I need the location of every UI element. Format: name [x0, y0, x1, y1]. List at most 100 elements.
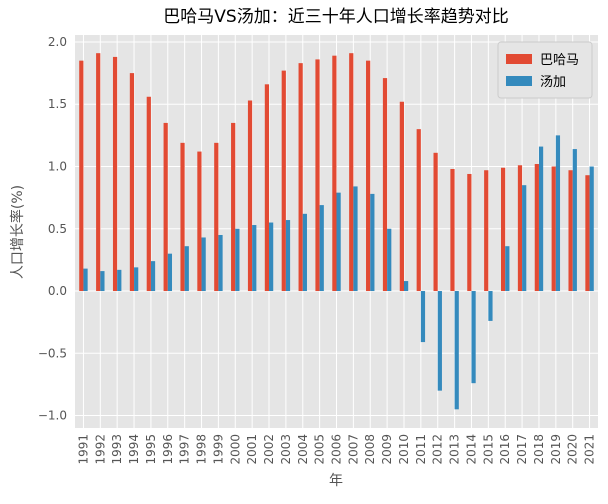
x-tick-label: 2004: [296, 434, 310, 465]
x-tick-label: 1995: [144, 434, 158, 465]
bar: [433, 152, 438, 292]
x-tick-label: 1996: [161, 434, 175, 465]
bar: [167, 253, 173, 292]
x-tick-label: 2014: [464, 434, 478, 465]
chart-title: 巴哈马VS汤加：近三十年人口增长率趋势对比: [163, 7, 508, 27]
bar: [163, 122, 168, 292]
bar: [522, 185, 527, 292]
bar: [450, 168, 455, 292]
bar: [184, 246, 189, 292]
y-tick-label: 0.5: [48, 222, 67, 236]
bar: [551, 166, 556, 292]
bar: [555, 135, 561, 292]
x-axis-label: 年: [329, 473, 343, 489]
bar: [285, 220, 291, 292]
bar: [79, 60, 84, 292]
bar: [100, 271, 105, 292]
bar: [403, 281, 409, 292]
x-tick-label: 1997: [178, 434, 192, 465]
bar: [264, 84, 270, 292]
bar: [180, 142, 185, 292]
bar: [454, 291, 459, 410]
x-tick-label: 2006: [330, 434, 344, 465]
x-tick-label: 1991: [76, 434, 90, 465]
bar: [146, 96, 151, 292]
legend-label: 汤加: [540, 75, 566, 90]
bar: [534, 164, 539, 292]
x-tick-label: 2017: [515, 434, 529, 465]
bar: [467, 173, 472, 292]
y-axis-label: 人口增长率(%): [9, 185, 26, 279]
y-tick-label: −0.5: [38, 346, 67, 360]
x-tick-label: 2007: [346, 434, 360, 465]
x-tick-label: 2005: [313, 434, 327, 465]
x-tick-label: 2018: [532, 434, 546, 465]
bar: [382, 78, 388, 292]
bar: [117, 269, 122, 292]
y-tick-label: 0.0: [48, 284, 67, 298]
x-tick-label: 2002: [262, 434, 276, 465]
x-tick-label: 2011: [414, 434, 428, 465]
y-tick-label: −1.0: [38, 409, 67, 423]
bar: [134, 267, 139, 292]
x-tick-label: 2013: [448, 434, 462, 465]
x-tick-label: 2020: [566, 434, 580, 465]
bar: [214, 142, 219, 292]
bar: [83, 268, 88, 292]
bar: [298, 63, 303, 292]
bar: [420, 291, 426, 343]
x-tick-label: 2008: [363, 434, 377, 465]
bar: [370, 193, 375, 292]
x-tick-label: 2021: [583, 434, 597, 465]
bar: [538, 146, 544, 292]
bar: [585, 175, 590, 292]
bar: [231, 122, 236, 292]
x-tick-label: 2001: [245, 434, 259, 465]
bar: [129, 73, 135, 292]
bar: [517, 165, 523, 292]
bar: [500, 167, 506, 292]
bar: [366, 60, 371, 292]
bar: [505, 246, 510, 292]
bar: [416, 129, 421, 292]
bar: [336, 192, 341, 292]
x-tick-label: 1999: [211, 434, 225, 465]
bar: [349, 53, 354, 292]
bar: [252, 225, 257, 292]
legend-swatch: [506, 76, 532, 86]
x-tick-label: 1992: [93, 434, 107, 465]
bar: [488, 291, 493, 321]
bar: [247, 100, 253, 292]
x-tick-label: 2012: [431, 434, 445, 465]
bar: [484, 170, 489, 292]
x-tick-label: 1994: [127, 434, 141, 465]
bar: [197, 151, 202, 292]
x-tick-label: 2009: [380, 434, 394, 465]
bar: [235, 228, 240, 292]
y-tick-label: 1.5: [48, 97, 67, 111]
bar: [96, 53, 101, 292]
x-tick-label: 2010: [397, 434, 411, 465]
x-tick-label: 2019: [549, 434, 563, 465]
x-tick-label: 2000: [228, 434, 242, 465]
bar: [302, 213, 307, 292]
x-tick-label: 1993: [110, 434, 124, 465]
bar: [589, 166, 594, 292]
bar: [201, 237, 206, 292]
bar: [332, 55, 337, 292]
bar: [568, 170, 573, 292]
bar: [319, 205, 324, 292]
x-tick-label: 2015: [481, 434, 495, 465]
bar: [353, 186, 358, 292]
bar: [437, 291, 442, 391]
x-tick-label: 1998: [195, 434, 209, 465]
x-tick-label: 2003: [279, 434, 293, 465]
bar: [218, 234, 223, 292]
bar: [572, 149, 577, 292]
bar: [150, 261, 156, 292]
bar: [315, 59, 320, 292]
bar: [269, 222, 274, 292]
bar: [112, 56, 118, 292]
